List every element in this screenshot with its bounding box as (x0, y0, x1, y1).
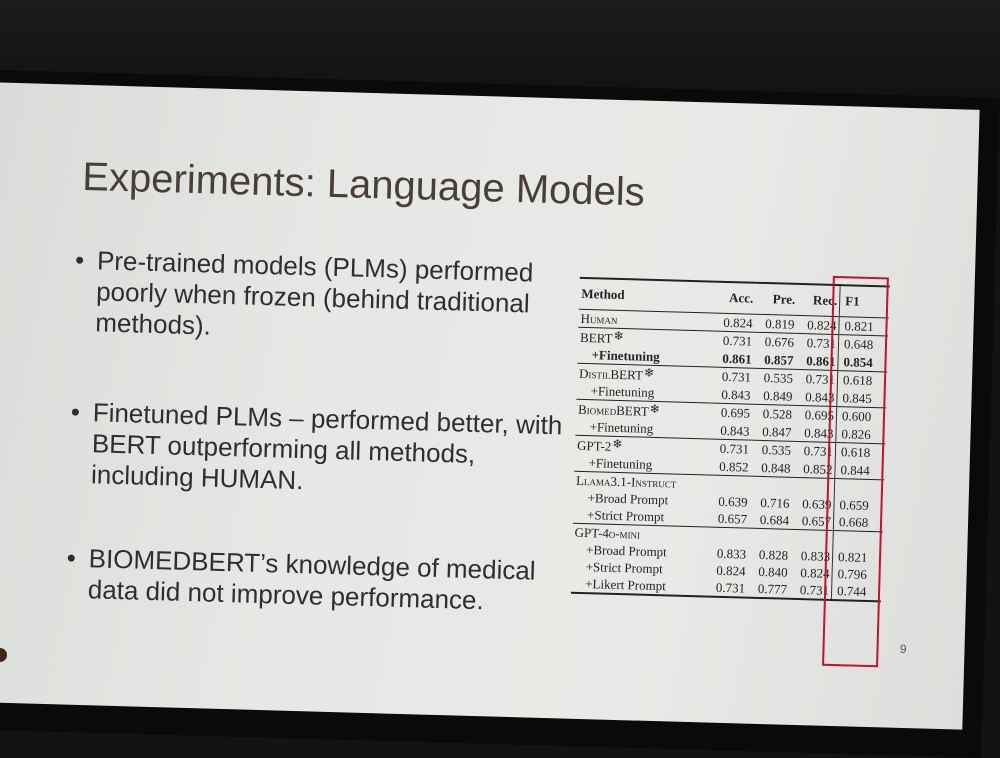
method-cell: +Likert Prompt (571, 575, 705, 597)
method-label: BiomedBERT (577, 401, 649, 419)
bullet-item: BIOMEDBERT’s knowledge of medical data d… (65, 543, 569, 619)
acc-cell: 0.843 (720, 422, 750, 439)
method-label: +Finetuning (588, 454, 653, 472)
method-label: DistilBERT (578, 365, 644, 383)
bullet-item: Finetuned PLMs – performed better, with … (69, 397, 573, 504)
acc-cell: 0.731 (721, 368, 752, 385)
method-label: +Finetuning (590, 382, 655, 400)
column-header: Method (581, 285, 625, 303)
method-label: +Broad Prompt (587, 489, 669, 507)
snowflake-icon: ❄ (613, 328, 624, 344)
method-label: +Finetuning (591, 346, 660, 364)
pre-cell: 0.535 (761, 441, 792, 458)
acc-cell: 0.843 (721, 386, 751, 403)
f1-column-highlight (822, 275, 889, 668)
slide: Experiments: Language Models Pre-trained… (0, 82, 980, 730)
pre-cell: 0.777 (757, 580, 788, 597)
page-number: 9 (899, 641, 907, 657)
pre-cell (750, 476, 792, 495)
acc-cell: 0.824 (723, 314, 753, 331)
bullet-item: Pre-trained models (PLMs) performed poor… (73, 245, 555, 351)
acc-cell: 0.731 (715, 579, 746, 596)
bullet-list: Pre-trained models (PLMs) performed poor… (73, 245, 562, 615)
pre-cell: 0.684 (759, 511, 790, 528)
pre-cell: 0.857 (764, 351, 794, 368)
acc-cell: 0.731 (719, 440, 750, 457)
slide-title: Experiments: Language Models (81, 154, 646, 215)
pre-cell: 0.716 (760, 494, 790, 511)
pre-cell: 0.819 (765, 315, 795, 332)
acc-cell: 0.695 (720, 404, 751, 421)
snowflake-icon: ❄ (612, 436, 623, 452)
method-label: +Likert Prompt (585, 575, 667, 593)
pre-cell: 0.849 (763, 387, 793, 404)
acc-cell (706, 527, 748, 546)
acc-cell: 0.639 (718, 493, 748, 510)
pre-cell: 0.676 (764, 334, 795, 350)
acc-cell (708, 475, 750, 494)
method-label: +Strict Prompt (585, 558, 663, 576)
acc-cell: 0.824 (716, 562, 746, 579)
method-label: GPT-4o-mini (574, 524, 641, 542)
pre-cell: 0.828 (758, 546, 789, 563)
pre-cell: 0.528 (762, 405, 793, 422)
pre-cell: 0.847 (762, 423, 792, 440)
snowflake-icon: ❄ (649, 401, 661, 417)
microphone-edge (0, 648, 7, 662)
method-label: GPT-2 (576, 437, 612, 454)
method-label: +Broad Prompt (585, 541, 668, 559)
pre-cell: 0.535 (763, 370, 794, 386)
pre-cell (748, 528, 790, 547)
pre-cell: 0.840 (758, 563, 788, 580)
method-label: +Strict Prompt (586, 506, 665, 524)
column-header: Acc. (728, 290, 754, 306)
acc-cell: 0.731 (722, 332, 753, 349)
acc-cell: 0.833 (716, 545, 747, 562)
column-header: Pre. (772, 291, 796, 307)
acc-cell: 0.861 (722, 350, 752, 367)
method-label: Human (580, 310, 618, 327)
method-label: Llama3.1-Instruct (575, 472, 677, 491)
acc-cell: 0.657 (717, 510, 748, 527)
method-label: BERT (579, 329, 613, 346)
acc-cell: 0.852 (719, 458, 749, 475)
method-label: +Finetuning (589, 418, 654, 436)
pre-cell: 0.848 (761, 459, 791, 476)
snowflake-icon: ❄ (643, 365, 655, 380)
